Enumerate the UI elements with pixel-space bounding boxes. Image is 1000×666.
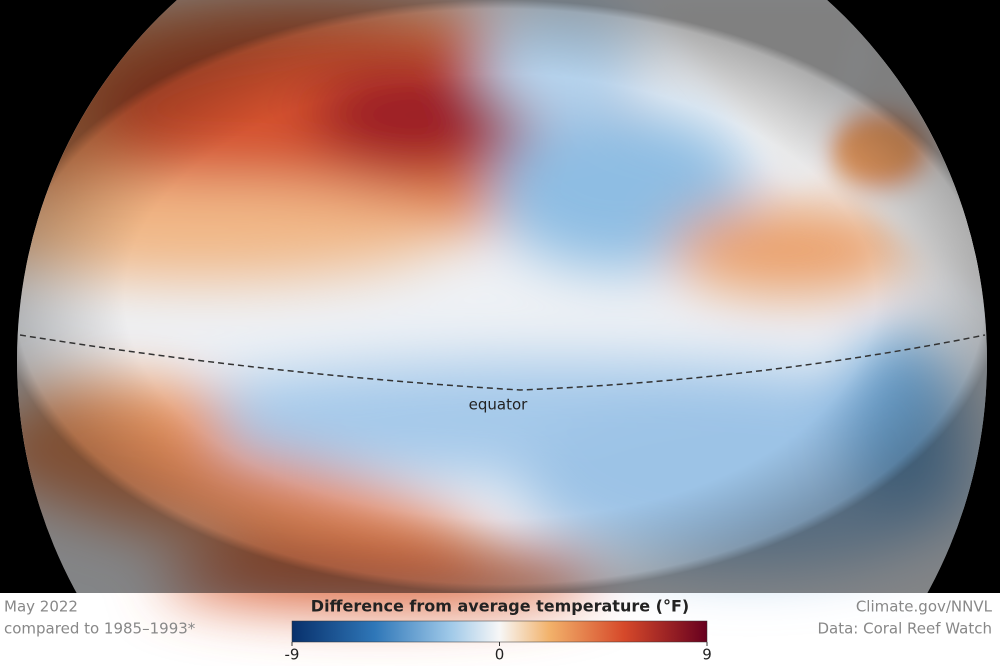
color-bar — [291, 620, 708, 643]
equator-line — [19, 334, 986, 391]
tick-label: 0 — [495, 646, 505, 664]
date: May 2022 — [4, 598, 78, 616]
tick-label: -9 — [285, 646, 300, 664]
globe — [17, 0, 987, 610]
tick-label: 9 — [702, 646, 712, 664]
legend-title: Difference from average temperature (°F) — [311, 597, 689, 616]
source: Data: Coral Reef Watch — [817, 620, 992, 638]
equator-label: equator — [469, 396, 529, 414]
baseline: compared to 1985–1993* — [4, 620, 196, 638]
credit: Climate.gov/NNVL — [856, 598, 993, 616]
